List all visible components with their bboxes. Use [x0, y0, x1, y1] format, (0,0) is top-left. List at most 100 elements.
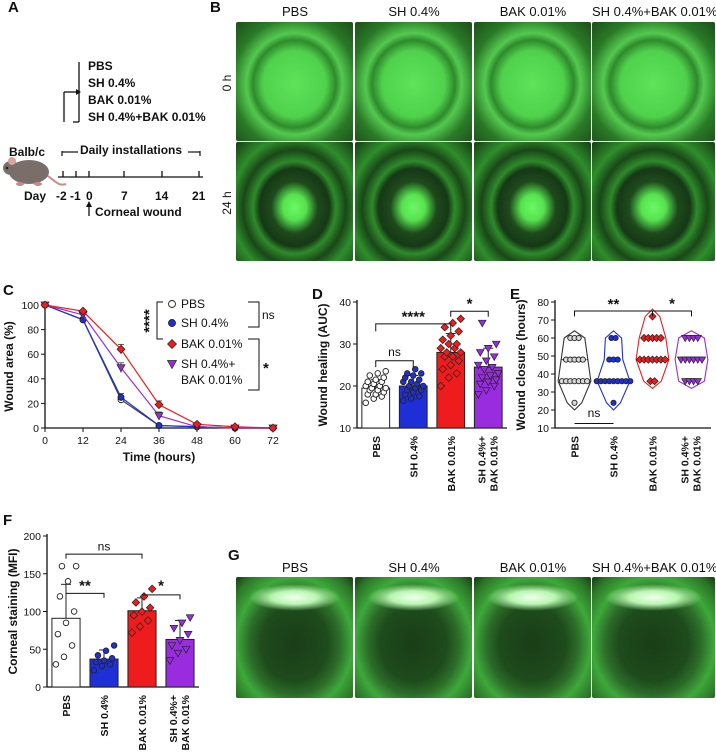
c-point-2	[154, 400, 164, 410]
d-point-2	[438, 335, 448, 345]
c-legend-label-1: SH 0.4%	[181, 316, 229, 330]
g-col-shbak: SH 0.4%+BAK 0.01%	[592, 560, 716, 575]
f-point-1	[110, 642, 118, 649]
eye-image-0h-0	[236, 22, 353, 141]
d-point-1	[404, 370, 411, 377]
f-ytick-label: 0	[35, 682, 41, 694]
e-point-0	[571, 399, 578, 406]
f-point-1	[102, 647, 110, 655]
f-point-2	[139, 592, 149, 601]
e-bracket-star	[652, 310, 692, 317]
d-point-3	[477, 374, 487, 383]
e-ylabel: Wound closure (hours)	[514, 299, 528, 430]
f-point-0	[56, 593, 64, 600]
f-ytick-label: 50	[29, 644, 41, 656]
c-xtick-label: 0	[42, 435, 48, 447]
chart-c-wound-area: 0 20 40 60 80 100 0 12 24 36 48 60 72 Time (hours) Wou…	[2, 297, 279, 464]
d-point-0	[366, 372, 374, 379]
c-legend-marker-1	[168, 319, 176, 327]
c-point-2	[192, 419, 202, 429]
eye-image-stain-0	[236, 577, 353, 698]
d-point-3	[491, 340, 501, 349]
e-violin-2	[635, 308, 670, 390]
d-point-2	[444, 373, 454, 382]
schedule-lines	[3, 62, 203, 216]
g-col-sh: SH 0.4%	[388, 560, 440, 575]
c-ytick-label: 100	[21, 300, 39, 312]
f-point-1	[92, 658, 100, 666]
d-point-1	[419, 382, 427, 390]
f-annotation-ns: ns	[98, 539, 111, 553]
f-bracket-ns	[65, 553, 143, 559]
c-point-2	[40, 300, 50, 310]
c-ytick-label: 60	[27, 349, 39, 361]
d-annotation-star: *	[467, 296, 473, 313]
c-bracket-4star	[156, 301, 163, 340]
c-legend-label-2: BAK 0.01%	[181, 337, 243, 351]
corneal-wound-label: Corneal wound	[95, 205, 182, 219]
d-point-2	[442, 348, 452, 357]
d-point-0	[382, 368, 389, 375]
c-point-3	[116, 364, 126, 373]
f-point-3	[169, 624, 179, 633]
e-point-3	[697, 356, 707, 364]
e-annotation-ns: ns	[588, 406, 601, 420]
f-point-0	[68, 642, 76, 649]
e-annotation-2star: **	[608, 296, 620, 313]
e-xtick-label: SH 0.4%+	[680, 436, 692, 484]
c-point-2	[78, 306, 88, 316]
eye-highlight	[485, 584, 580, 611]
d-point-1	[415, 376, 423, 383]
b-col-bak: BAK 0.01%	[499, 4, 567, 19]
f-bracket-2star	[66, 592, 105, 598]
b-col-shbak: SH 0.4%+BAK 0.01%	[592, 4, 716, 19]
f-point-1	[94, 652, 102, 659]
f-point-3	[185, 614, 195, 623]
g-col-bak: BAK 0.01%	[499, 560, 567, 575]
c-xtick-label: 60	[229, 435, 241, 447]
d-point-0	[374, 370, 381, 377]
eye-image-0h-2	[474, 22, 591, 141]
e-point-1	[612, 334, 619, 342]
eye-image-stain-1	[355, 577, 472, 698]
f-point-0	[58, 562, 66, 570]
eye-highlight	[604, 584, 703, 611]
d-point-0	[382, 384, 389, 392]
d-ytick-label: 10	[339, 423, 351, 435]
c-xtick-label: 36	[153, 435, 165, 447]
panel-letter-b: B	[210, 0, 221, 16]
d-point-2	[440, 322, 450, 332]
c-xtick-label: 12	[77, 435, 89, 447]
day-tick-m1: -1	[70, 189, 81, 203]
e-point-0	[575, 334, 582, 342]
c-bracket-ns	[248, 301, 260, 328]
d-point-3	[485, 372, 495, 381]
d-point-3	[491, 376, 501, 385]
d-point-3	[477, 319, 487, 328]
d-point-0	[372, 376, 380, 383]
eye-image-24h-2	[474, 142, 591, 261]
day-tick-0: 0	[86, 189, 93, 203]
d-point-3	[483, 345, 493, 353]
d-point-3	[473, 391, 483, 399]
d-point-3	[481, 357, 491, 366]
d-bracket-star	[450, 310, 489, 317]
panel-letter-d: D	[312, 286, 323, 303]
d-point-2	[436, 343, 446, 353]
g-col-pbs: PBS	[281, 560, 308, 575]
d-point-2	[454, 327, 464, 336]
c-xlabel: Time (hours)	[123, 450, 195, 464]
e-violin-3	[674, 330, 709, 390]
d-point-2	[446, 360, 456, 370]
e-violin-1	[596, 330, 631, 411]
d-point-2	[448, 352, 458, 361]
c-xtick-label: 72	[267, 435, 279, 447]
e-ytick-label: 30	[537, 387, 549, 399]
d-xtick-label: SH 0.4%	[408, 435, 420, 477]
d-point-0	[362, 399, 370, 407]
c-series-line-0	[44, 304, 273, 429]
f-point-2	[143, 616, 153, 625]
c-annotation-ns: ns	[262, 308, 275, 322]
d-point-2	[448, 318, 458, 328]
e-ytick-label: 60	[537, 333, 549, 345]
